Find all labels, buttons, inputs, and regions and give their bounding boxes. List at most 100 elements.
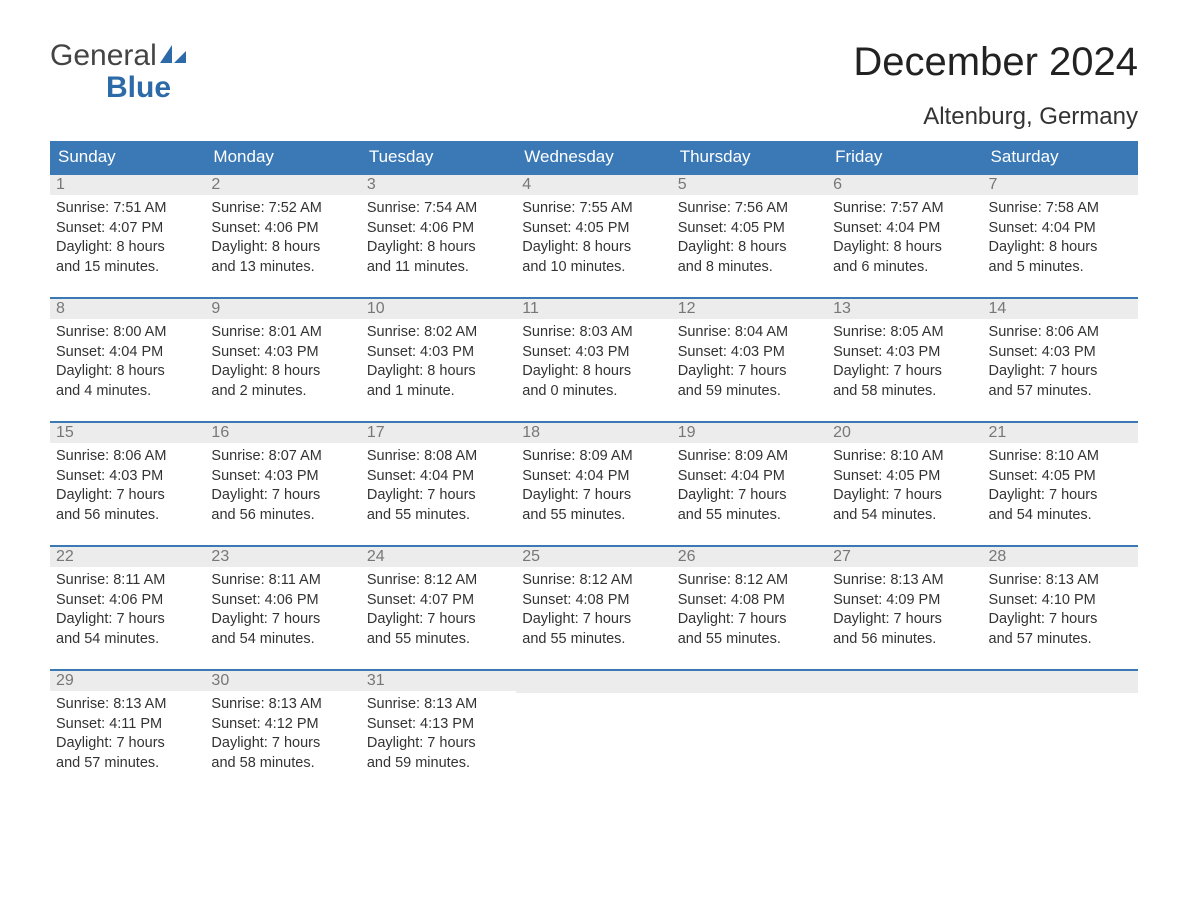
day-cell: 19Sunrise: 8:09 AMSunset: 4:04 PMDayligh… [672, 423, 827, 545]
daylight-line-1: Daylight: 8 hours [989, 238, 1132, 258]
day-body: Sunrise: 8:12 AMSunset: 4:07 PMDaylight:… [361, 567, 516, 657]
empty-day-bar [827, 671, 982, 693]
sunrise-line: Sunrise: 8:02 AM [367, 323, 510, 343]
day-number: 5 [672, 175, 827, 195]
page-subtitle: Altenburg, Germany [853, 103, 1138, 131]
daylight-line-1: Daylight: 7 hours [56, 610, 199, 630]
day-number: 16 [205, 423, 360, 443]
day-cell: 10Sunrise: 8:02 AMSunset: 4:03 PMDayligh… [361, 299, 516, 421]
day-number: 22 [50, 547, 205, 567]
sunset-line: Sunset: 4:04 PM [989, 219, 1132, 239]
day-number: 26 [672, 547, 827, 567]
day-cell: 5Sunrise: 7:56 AMSunset: 4:05 PMDaylight… [672, 175, 827, 297]
sunrise-line: Sunrise: 7:54 AM [367, 199, 510, 219]
day-body: Sunrise: 8:04 AMSunset: 4:03 PMDaylight:… [672, 319, 827, 409]
day-number: 14 [983, 299, 1138, 319]
title-block: December 2024 Altenburg, Germany [853, 40, 1138, 131]
sunrise-line: Sunrise: 8:09 AM [678, 447, 821, 467]
day-cell: 2Sunrise: 7:52 AMSunset: 4:06 PMDaylight… [205, 175, 360, 297]
day-body: Sunrise: 8:13 AMSunset: 4:09 PMDaylight:… [827, 567, 982, 657]
daylight-line-2: and 15 minutes. [56, 258, 199, 278]
header: General Blue December 2024 Altenburg, Ge… [50, 40, 1138, 131]
sunset-line: Sunset: 4:05 PM [989, 467, 1132, 487]
sunrise-line: Sunrise: 8:03 AM [522, 323, 665, 343]
daylight-line-1: Daylight: 7 hours [833, 362, 976, 382]
daylight-line-1: Daylight: 7 hours [367, 734, 510, 754]
daylight-line-2: and 56 minutes. [833, 630, 976, 650]
daylight-line-2: and 59 minutes. [678, 382, 821, 402]
sunrise-line: Sunrise: 8:10 AM [833, 447, 976, 467]
daylight-line-1: Daylight: 7 hours [367, 486, 510, 506]
sunset-line: Sunset: 4:11 PM [56, 715, 199, 735]
sunset-line: Sunset: 4:04 PM [678, 467, 821, 487]
day-cell: 21Sunrise: 8:10 AMSunset: 4:05 PMDayligh… [983, 423, 1138, 545]
day-cell [827, 671, 982, 793]
day-cell: 30Sunrise: 8:13 AMSunset: 4:12 PMDayligh… [205, 671, 360, 793]
day-number: 2 [205, 175, 360, 195]
day-cell: 7Sunrise: 7:58 AMSunset: 4:04 PMDaylight… [983, 175, 1138, 297]
daylight-line-1: Daylight: 7 hours [678, 610, 821, 630]
empty-day-bar [983, 671, 1138, 693]
sunset-line: Sunset: 4:04 PM [522, 467, 665, 487]
daylight-line-1: Daylight: 8 hours [522, 238, 665, 258]
day-number: 1 [50, 175, 205, 195]
sunrise-line: Sunrise: 8:10 AM [989, 447, 1132, 467]
sunrise-line: Sunrise: 7:56 AM [678, 199, 821, 219]
day-cell: 17Sunrise: 8:08 AMSunset: 4:04 PMDayligh… [361, 423, 516, 545]
day-body: Sunrise: 7:52 AMSunset: 4:06 PMDaylight:… [205, 195, 360, 285]
day-number: 19 [672, 423, 827, 443]
day-cell: 23Sunrise: 8:11 AMSunset: 4:06 PMDayligh… [205, 547, 360, 669]
daylight-line-1: Daylight: 7 hours [989, 610, 1132, 630]
sunset-line: Sunset: 4:08 PM [522, 591, 665, 611]
brand-text-blue: Blue [50, 72, 188, 104]
daylight-line-1: Daylight: 7 hours [833, 486, 976, 506]
day-body: Sunrise: 8:01 AMSunset: 4:03 PMDaylight:… [205, 319, 360, 409]
sunset-line: Sunset: 4:09 PM [833, 591, 976, 611]
day-body: Sunrise: 8:13 AMSunset: 4:11 PMDaylight:… [50, 691, 205, 781]
brand-logo: General Blue [50, 40, 188, 103]
daylight-line-2: and 56 minutes. [211, 506, 354, 526]
daylight-line-1: Daylight: 8 hours [833, 238, 976, 258]
day-number: 21 [983, 423, 1138, 443]
sunrise-line: Sunrise: 8:13 AM [211, 695, 354, 715]
weekday-header-row: Sunday Monday Tuesday Wednesday Thursday… [50, 141, 1138, 173]
daylight-line-1: Daylight: 8 hours [522, 362, 665, 382]
day-cell: 3Sunrise: 7:54 AMSunset: 4:06 PMDaylight… [361, 175, 516, 297]
daylight-line-1: Daylight: 7 hours [211, 734, 354, 754]
daylight-line-1: Daylight: 7 hours [211, 486, 354, 506]
daylight-line-2: and 54 minutes. [211, 630, 354, 650]
day-number: 23 [205, 547, 360, 567]
day-body: Sunrise: 7:57 AMSunset: 4:04 PMDaylight:… [827, 195, 982, 285]
sunrise-line: Sunrise: 7:57 AM [833, 199, 976, 219]
day-number: 24 [361, 547, 516, 567]
day-body: Sunrise: 8:13 AMSunset: 4:10 PMDaylight:… [983, 567, 1138, 657]
day-number: 13 [827, 299, 982, 319]
daylight-line-2: and 58 minutes. [211, 754, 354, 774]
week-row: 8Sunrise: 8:00 AMSunset: 4:04 PMDaylight… [50, 297, 1138, 421]
day-cell: 4Sunrise: 7:55 AMSunset: 4:05 PMDaylight… [516, 175, 671, 297]
daylight-line-2: and 4 minutes. [56, 382, 199, 402]
day-body: Sunrise: 8:12 AMSunset: 4:08 PMDaylight:… [516, 567, 671, 657]
brand-text-general: General [50, 40, 157, 72]
daylight-line-1: Daylight: 8 hours [211, 238, 354, 258]
daylight-line-1: Daylight: 7 hours [989, 486, 1132, 506]
day-number: 28 [983, 547, 1138, 567]
daylight-line-2: and 57 minutes. [56, 754, 199, 774]
week-row: 29Sunrise: 8:13 AMSunset: 4:11 PMDayligh… [50, 669, 1138, 793]
daylight-line-2: and 55 minutes. [367, 506, 510, 526]
day-body: Sunrise: 8:10 AMSunset: 4:05 PMDaylight:… [983, 443, 1138, 533]
sunset-line: Sunset: 4:04 PM [367, 467, 510, 487]
sunset-line: Sunset: 4:05 PM [522, 219, 665, 239]
day-number: 31 [361, 671, 516, 691]
sunset-line: Sunset: 4:07 PM [56, 219, 199, 239]
sunrise-line: Sunrise: 8:06 AM [56, 447, 199, 467]
day-cell: 12Sunrise: 8:04 AMSunset: 4:03 PMDayligh… [672, 299, 827, 421]
sunset-line: Sunset: 4:03 PM [522, 343, 665, 363]
sunrise-line: Sunrise: 8:13 AM [833, 571, 976, 591]
sunrise-line: Sunrise: 8:04 AM [678, 323, 821, 343]
sunrise-line: Sunrise: 8:13 AM [56, 695, 199, 715]
sunset-line: Sunset: 4:03 PM [833, 343, 976, 363]
day-body: Sunrise: 8:05 AMSunset: 4:03 PMDaylight:… [827, 319, 982, 409]
sunset-line: Sunset: 4:04 PM [833, 219, 976, 239]
daylight-line-1: Daylight: 7 hours [367, 610, 510, 630]
